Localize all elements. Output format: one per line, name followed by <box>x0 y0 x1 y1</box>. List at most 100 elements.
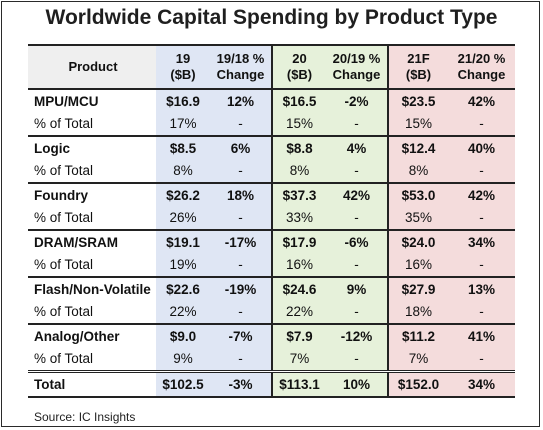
product-name: Analog/Other <box>28 323 156 348</box>
value-cell: -6% <box>326 229 388 254</box>
table-body: MPU/MCU $16.9 12% $16.5 -2% $23.5 42%% of Tota… <box>28 88 515 398</box>
value-cell: 6% <box>210 135 272 160</box>
value-cell: 4% <box>326 135 388 160</box>
value-cell: $27.9 <box>387 276 448 301</box>
value-cell: $24.0 <box>387 229 448 254</box>
capital-spending-table: Product 19 ($B) 19/18 % Change 20 ($B) 20/19 % C… <box>28 44 515 398</box>
share-cell: - <box>210 206 272 230</box>
share-cell: 26% <box>156 206 210 230</box>
header-row: Product 19 ($B) 19/18 % Change 20 ($B) 20/19 % C… <box>28 44 515 89</box>
product-name: DRAM/SRAM <box>28 229 156 254</box>
value-cell: $23.5 <box>387 88 448 113</box>
share-cell: 35% <box>387 206 448 230</box>
share-cell: 17% <box>156 112 210 136</box>
share-cell: 9% <box>156 347 210 371</box>
column-header: 21/20 % Change <box>448 44 515 89</box>
value-cell: $37.3 <box>271 182 326 207</box>
value-cell: $152.0 <box>387 369 448 398</box>
share-cell: - <box>448 300 515 324</box>
column-header-line: ($B) <box>286 67 313 82</box>
value-cell: $16.5 <box>271 88 326 113</box>
share-cell: 22% <box>156 300 210 324</box>
share-cell: - <box>448 253 515 277</box>
value-cell: 42% <box>448 88 515 113</box>
share-row: % of Total 9% -7% -7% - <box>28 347 515 371</box>
share-cell: 33% <box>271 206 326 230</box>
product-row: Flash/Non-Volatile $22.6 -19% $24.6 9% $27.9 1… <box>28 276 515 301</box>
product-row: Analog/Other $9.0 -7% $7.9 -12% $11.2 41% <box>28 323 515 348</box>
product-name: MPU/MCU <box>28 88 156 113</box>
share-label: % of Total <box>34 304 94 320</box>
column-header: 19 ($B) <box>156 44 210 89</box>
share-cell: - <box>448 206 515 230</box>
share-label: % of Total <box>34 257 94 273</box>
share-cell: - <box>326 347 388 371</box>
value-cell: 40% <box>448 135 515 160</box>
column-header-line: 20 <box>292 51 307 66</box>
share-row: % of Total 17% -15% -15% - <box>28 112 515 136</box>
value-cell: $102.5 <box>156 369 210 398</box>
value-cell: -3% <box>210 369 272 398</box>
share-cell: - <box>326 112 388 136</box>
share-cell: - <box>326 253 388 277</box>
value-cell: 10% <box>326 369 388 398</box>
column-header: 20/19 % Change <box>326 44 388 89</box>
chart-title: Worldwide Capital Spending by Product Ty… <box>45 6 498 29</box>
column-header-line: 19/18 % <box>216 51 265 66</box>
share-label: % of Total <box>34 210 94 226</box>
share-label: % of Total <box>34 351 94 366</box>
value-cell: $26.2 <box>156 182 210 207</box>
value-cell: $16.9 <box>156 88 210 113</box>
value-cell: 41% <box>448 323 515 348</box>
column-header: 21F ($B) <box>387 44 448 89</box>
share-cell: - <box>448 112 515 136</box>
column-header: 19/18 % Change <box>210 44 272 89</box>
column-header-line: Change <box>457 67 506 82</box>
share-cell: - <box>210 347 272 371</box>
share-cell: 15% <box>387 112 448 136</box>
source-note: Source: IC Insights <box>34 410 136 424</box>
value-cell: $17.9 <box>271 229 326 254</box>
column-header-line: Change <box>332 67 381 82</box>
share-row: % of Total 19% -16% -16% - <box>28 253 515 277</box>
value-cell: 42% <box>326 182 388 207</box>
product-name: Total <box>28 369 156 398</box>
value-cell: 34% <box>448 229 515 254</box>
value-cell: $7.9 <box>271 323 326 348</box>
value-cell: $8.5 <box>156 135 210 160</box>
share-row: % of Total 26% -33% -35% - <box>28 206 515 230</box>
share-cell: 18% <box>387 300 448 324</box>
value-cell: $11.2 <box>387 323 448 348</box>
value-cell: $19.1 <box>156 229 210 254</box>
share-cell: 7% <box>387 347 448 371</box>
share-cell: 7% <box>271 347 326 371</box>
share-cell: - <box>210 300 272 324</box>
share-cell: - <box>326 206 388 230</box>
value-cell: 9% <box>326 276 388 301</box>
column-header-line: ($B) <box>170 67 196 82</box>
share-cell: - <box>210 112 272 136</box>
value-cell: -12% <box>326 323 388 348</box>
product-name: Foundry <box>28 182 156 207</box>
share-cell: 22% <box>271 300 326 324</box>
value-cell: 42% <box>448 182 515 207</box>
column-header: 20 ($B) <box>271 44 326 89</box>
value-cell: -17% <box>210 229 272 254</box>
product-row: DRAM/SRAM $19.1 -17% $17.9 -6% $24.0 34% <box>28 229 515 254</box>
share-cell: 16% <box>387 253 448 277</box>
share-cell: - <box>448 347 515 371</box>
value-cell: $9.0 <box>156 323 210 348</box>
product-name: Logic <box>28 135 156 160</box>
value-cell: 18% <box>210 182 272 207</box>
value-cell: 13% <box>448 276 515 301</box>
product-row: Logic $8.5 6% $8.8 4% $12.4 40% <box>28 135 515 160</box>
value-cell: -7% <box>210 323 272 348</box>
share-row: % of Total 8% -8% -8% - <box>28 159 515 183</box>
value-cell: $8.8 <box>271 135 326 160</box>
total-row: Total $102.5 -3% $113.1 10% $152.0 34% <box>28 369 515 398</box>
share-cell: 8% <box>156 159 210 183</box>
column-header-line: 21F <box>407 51 430 66</box>
value-cell: $12.4 <box>387 135 448 160</box>
column-header-line: Change <box>216 67 265 82</box>
